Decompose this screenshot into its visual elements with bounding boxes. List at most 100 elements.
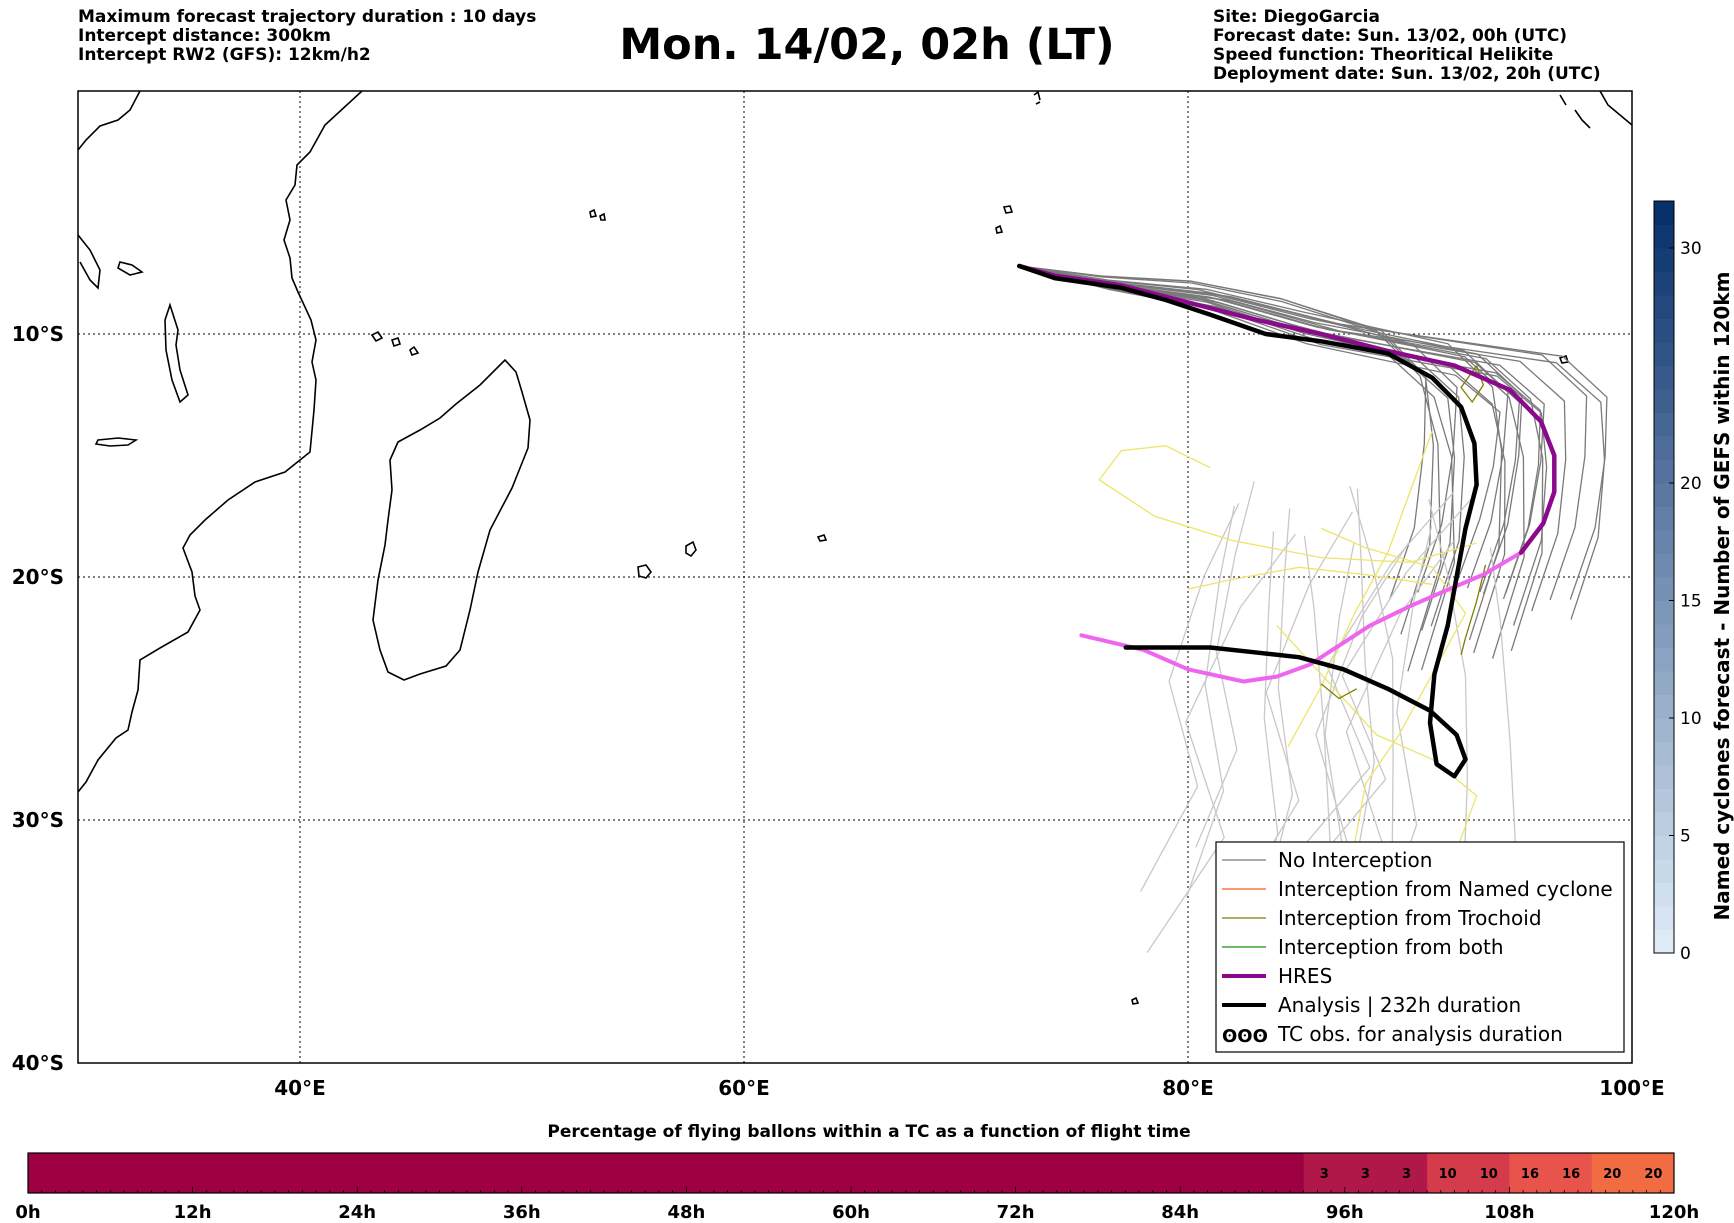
x-tick-label: 40°E	[274, 1076, 326, 1100]
bar-cell	[151, 1153, 193, 1193]
colorbar-tick-label: 5	[1680, 827, 1691, 847]
colorbar-cell	[1654, 718, 1674, 742]
ensemble-track	[1019, 265, 1501, 582]
header-left-line: Intercept distance: 300km	[78, 26, 331, 46]
bar-tick-label: 0h	[15, 1202, 40, 1223]
colorbar-tick-label: 30	[1680, 239, 1702, 259]
comoros-islands	[370, 330, 420, 356]
bar-tick-label: 96h	[1326, 1202, 1364, 1223]
bar-cell	[357, 1153, 399, 1193]
bar-cell	[69, 1153, 111, 1193]
bar-cell	[521, 1153, 564, 1193]
bar-cell-label: 3	[1361, 1167, 1370, 1182]
reunion-island	[637, 564, 653, 579]
ensemble-track	[1019, 265, 1456, 671]
ensemble-track	[1140, 503, 1240, 892]
colorbar-cell	[1654, 553, 1674, 578]
map-area: 40°E 60°E 80°E 100°E 10°S 20°S 30°S 40°S	[12, 90, 1665, 1100]
colorbar-cell	[1654, 765, 1674, 789]
bar-cell-label: 16	[1521, 1167, 1539, 1182]
bar-cell	[1056, 1153, 1099, 1193]
bar-cell-label: 3	[1320, 1167, 1329, 1182]
legend-label: Interception from Named cyclone	[1278, 877, 1613, 901]
ensemble-track	[1186, 505, 1235, 898]
ensemble-track	[1098, 445, 1477, 564]
ensemble-track	[1298, 498, 1472, 884]
ensemble-track	[1019, 265, 1520, 593]
madagascar-coastline	[372, 358, 531, 681]
colorbar-cell	[1654, 459, 1674, 484]
colorbar-cell	[1654, 201, 1674, 225]
colorbar-cell	[1654, 295, 1674, 319]
bar-cell-label: 20	[1644, 1167, 1662, 1182]
bar-tick-label: 72h	[997, 1202, 1035, 1223]
colorbar-tick-label: 10	[1680, 709, 1702, 729]
bar-cell	[1262, 1153, 1305, 1193]
colorbar-cell	[1654, 741, 1674, 766]
legend-label: Interception from both	[1278, 935, 1504, 959]
bar-cell	[851, 1153, 893, 1193]
bar-cell	[1509, 1153, 1551, 1193]
ensemble-track	[1146, 533, 1297, 953]
ensemble-track	[1019, 265, 1442, 672]
bar-tick-label: 24h	[338, 1202, 376, 1223]
colorbar-tick-label: 15	[1680, 592, 1702, 612]
colorbar-cell	[1654, 929, 1674, 954]
colorbar-cell	[1654, 436, 1674, 460]
bar-cell	[480, 1153, 523, 1193]
africa-coastline	[78, 91, 363, 793]
bar-cell	[233, 1153, 276, 1193]
amsterdam-island	[1131, 996, 1140, 1005]
colorbar-cell	[1654, 600, 1674, 625]
bar-cell	[28, 1153, 70, 1193]
bar-cell	[192, 1153, 235, 1193]
bar-cell	[727, 1153, 770, 1193]
bar-tick-label: 60h	[832, 1202, 870, 1223]
legend: No Interception Interception from Named c…	[1215, 841, 1625, 1053]
hres-track-late	[1079, 550, 1523, 684]
tc-percentage-bar: Percentage of flying ballons within a TC…	[15, 1122, 1699, 1223]
bar-cell	[1097, 1153, 1140, 1193]
ensemble-track	[1019, 265, 1435, 635]
bar-cell	[974, 1153, 1016, 1193]
colorbar-cell	[1654, 671, 1674, 695]
colorbar-cell	[1654, 835, 1674, 860]
red-sea-islands	[164, 302, 189, 404]
ensemble-track	[1428, 499, 1469, 884]
ensemble-track	[1355, 488, 1375, 863]
ensemble-track	[1019, 265, 1427, 601]
legend-label: No Interception	[1278, 848, 1432, 872]
colorbar-cell	[1654, 318, 1674, 343]
main-tracks	[1017, 263, 1557, 779]
x-tick-label: 100°E	[1599, 1076, 1664, 1100]
ensemble-track	[1019, 265, 1588, 601]
bar-cell	[809, 1153, 852, 1193]
ensemble-track	[1320, 527, 1467, 845]
bar-cell	[316, 1153, 358, 1193]
mozambique-islands	[94, 437, 139, 447]
header-left-line: Intercept RW2 (GFS): 12km/h2	[78, 45, 371, 65]
bar-cell	[1303, 1153, 1346, 1193]
chart-title: Mon. 14/02, 02h (LT)	[619, 20, 1115, 70]
y-tick-label: 20°S	[12, 565, 64, 589]
colorbar-tick-label: 20	[1680, 474, 1702, 494]
arabia-coastline	[78, 91, 141, 151]
bar-cell	[1591, 1153, 1634, 1193]
x-tick-label: 60°E	[718, 1076, 770, 1100]
bar-cell	[274, 1153, 317, 1193]
bar-cell	[1139, 1153, 1181, 1193]
ensemble-track	[1019, 265, 1523, 595]
ensemble-track	[1276, 625, 1478, 857]
bar-cell-label: 20	[1603, 1167, 1621, 1182]
bar-cell	[1015, 1153, 1058, 1193]
axis-ticks: 40°E 60°E 80°E 100°E 10°S 20°S 30°S 40°S	[12, 322, 1665, 1100]
y-tick-label: 40°S	[12, 1051, 64, 1075]
colorbar-cell	[1654, 882, 1674, 907]
gefs-colorbar: 0 5 10 15 20 30 Named cyclones forecast - Num…	[1653, 200, 1734, 964]
colorbar-cell	[1654, 248, 1674, 272]
ensemble-light-tracks	[1140, 481, 1517, 980]
colorbar-title: Named cyclones forecast - Number of GEFS…	[1710, 272, 1734, 921]
colorbar-cell	[1654, 812, 1674, 836]
bar-cell	[439, 1153, 482, 1193]
